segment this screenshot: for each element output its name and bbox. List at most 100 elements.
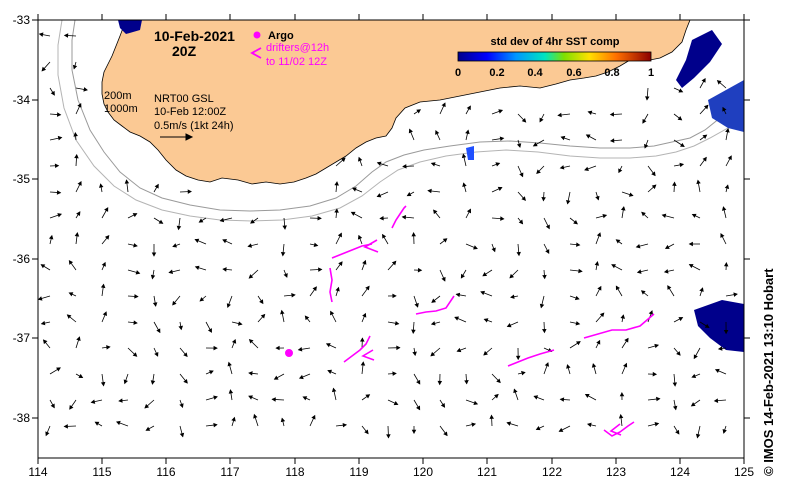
current-vector-arrowhead xyxy=(99,183,104,188)
current-vector-arrowhead xyxy=(688,264,694,269)
current-vector-arrowhead xyxy=(45,431,50,437)
current-vector-arrowhead xyxy=(411,329,416,334)
current-vector-arrowhead xyxy=(106,345,111,350)
current-vector-arrowhead xyxy=(411,232,416,237)
current-vector-arrowhead xyxy=(495,162,501,167)
current-vector-arrowhead xyxy=(506,421,512,426)
current-vector-arrowhead xyxy=(68,292,74,297)
current-vector-arrowhead xyxy=(199,297,205,302)
current-vector-arrowhead xyxy=(222,239,228,244)
current-vector-arrowhead xyxy=(733,292,738,297)
current-vector-arrowhead xyxy=(521,117,527,123)
current-vector-arrowhead xyxy=(248,338,254,344)
current-vector-arrowhead xyxy=(280,309,285,315)
current-vector-arrowhead xyxy=(680,142,685,147)
current-vector-arrowhead xyxy=(558,427,564,432)
current-vector-arrowhead xyxy=(443,431,448,437)
current-vector-arrowhead xyxy=(587,110,593,115)
current-vector-arrowhead xyxy=(690,402,696,407)
current-vector-arrowhead xyxy=(494,393,499,399)
current-vector-arrowhead xyxy=(144,403,150,409)
current-vector-arrowhead xyxy=(40,320,46,326)
current-vector-arrowhead xyxy=(77,181,82,186)
current-vector-arrowhead xyxy=(433,209,438,215)
y-tick-label: -33 xyxy=(13,13,31,27)
current-vector-field xyxy=(37,32,738,439)
current-vector-arrowhead xyxy=(178,325,184,331)
current-vector-arrowhead xyxy=(260,313,266,319)
current-vector-arrowhead xyxy=(273,375,279,380)
current-vector-arrowhead xyxy=(541,328,547,334)
current-vector-arrowhead xyxy=(651,171,656,177)
current-vector-arrowhead xyxy=(676,351,681,356)
current-vector-arrowhead xyxy=(466,105,471,111)
current-vector-arrowhead xyxy=(586,422,592,428)
current-vector-arrowhead xyxy=(253,413,258,419)
current-vector-arrowhead xyxy=(63,33,69,38)
colorbar-ticks: 0 0.2 0.4 0.6 0.8 1 xyxy=(455,67,654,79)
current-vector-arrowhead xyxy=(73,132,78,137)
current-vector-arrowhead xyxy=(714,368,720,373)
current-vector-arrowhead xyxy=(596,339,601,345)
current-vector-arrowhead xyxy=(376,161,382,166)
current-vector-arrowhead xyxy=(396,345,401,351)
y-tick-label: -38 xyxy=(13,411,31,425)
current-vector-arrowhead xyxy=(248,371,253,376)
current-vector-arrowhead xyxy=(515,355,521,361)
current-vector-arrowhead xyxy=(156,328,161,334)
current-vector-arrowhead xyxy=(545,249,550,254)
current-vector-arrowhead xyxy=(248,274,254,279)
map-date: 10-Feb-2021 xyxy=(154,28,235,44)
current-vector-arrowhead xyxy=(376,193,382,198)
current-vector-arrowhead xyxy=(40,264,46,269)
drifter-track-6 xyxy=(507,349,555,367)
current-vector-arrowhead xyxy=(412,351,417,357)
current-vector-arrowhead xyxy=(74,153,79,159)
x-tick-label: 117 xyxy=(220,465,239,479)
current-vector-arrowhead xyxy=(133,243,138,248)
current-vector-arrowhead xyxy=(609,138,615,143)
current-vector-arrowhead xyxy=(482,272,488,277)
current-vector-arrowhead xyxy=(150,380,156,385)
current-vector-arrowhead xyxy=(544,362,549,367)
current-vector-arrowhead xyxy=(304,315,310,321)
current-vector-arrowhead xyxy=(456,347,462,353)
current-vector-arrowhead xyxy=(172,243,177,248)
current-vector-arrowhead xyxy=(541,197,546,202)
credit-text: © IMOS 14-Feb-2021 13:10 Hobart xyxy=(761,268,776,476)
current-vector-arrowhead xyxy=(619,392,625,397)
current-vector-arrowhead xyxy=(663,269,669,274)
current-vector-arrowhead xyxy=(271,397,276,402)
current-vector-arrowhead xyxy=(77,102,82,108)
current-vector-arrowhead xyxy=(675,429,680,435)
current-vector-arrowhead xyxy=(654,422,660,427)
current-vector-arrowhead xyxy=(699,287,704,292)
current-vector-arrowhead xyxy=(722,429,727,434)
current-vector-arrowhead xyxy=(573,219,578,225)
current-vector-arrowhead xyxy=(416,379,421,385)
argo-float-icon xyxy=(285,349,293,357)
current-vector-arrowhead xyxy=(124,179,130,184)
current-vector-arrowhead xyxy=(132,352,138,357)
current-vector-arrowhead xyxy=(394,320,400,326)
current-vector-arrowhead xyxy=(615,285,620,291)
current-vector-arrowhead xyxy=(222,267,227,272)
current-vector-arrowhead xyxy=(532,142,538,147)
x-tick-label: 124 xyxy=(670,465,690,479)
current-vector-arrowhead xyxy=(90,399,96,404)
sst-patch-se xyxy=(694,300,744,352)
drifter-legend-icon xyxy=(250,47,262,59)
current-vector-arrowhead xyxy=(379,216,384,221)
current-vector-arrowhead xyxy=(717,346,723,351)
current-vector-arrowhead xyxy=(187,189,192,194)
current-vector-arrowhead xyxy=(135,270,141,275)
current-vector-arrowhead xyxy=(83,87,88,92)
current-vector-arrowhead xyxy=(391,260,397,266)
current-vector-arrowhead xyxy=(559,165,565,170)
colorbar-tick-label: 0.6 xyxy=(566,67,581,79)
current-vector-arrowhead xyxy=(74,232,80,237)
current-vector-arrowhead xyxy=(535,426,541,431)
current-vector-arrowhead xyxy=(609,112,615,117)
current-vector-arrowhead xyxy=(678,317,684,322)
current-vector-arrowhead xyxy=(430,351,436,357)
